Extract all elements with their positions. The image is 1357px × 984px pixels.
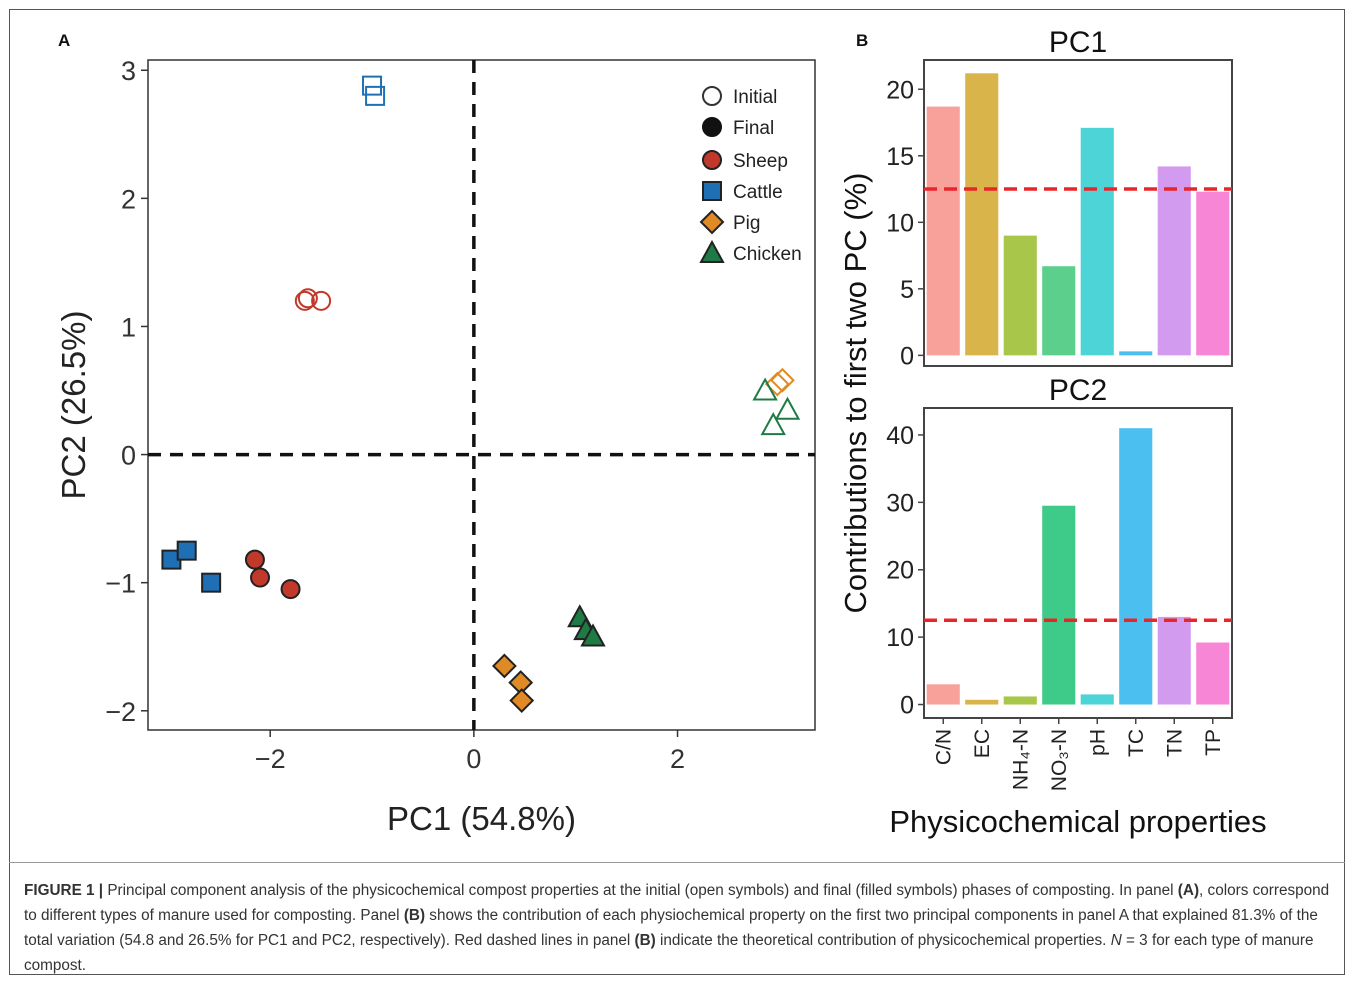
bar-tc: [1119, 428, 1153, 705]
bar-non: [1042, 266, 1076, 356]
figure-caption: FIGURE 1 | Principal component analysis …: [24, 878, 1334, 978]
caption-ref-a: (A): [1177, 882, 1200, 899]
data-point-pig-initial: [764, 371, 790, 397]
x-tick-label: EC: [971, 729, 994, 758]
y-tick-label: 20: [886, 557, 914, 585]
data-point-chicken-initial: [752, 377, 778, 401]
data-point-sheep-final: [244, 549, 265, 570]
legend-swatch: [699, 239, 725, 263]
y-tick-label: 40: [886, 422, 914, 450]
caption-divider: [9, 862, 1345, 863]
y-tick-label: −2: [105, 697, 136, 727]
data-point-chicken-initial: [774, 396, 801, 420]
bar-tp: [1196, 191, 1230, 356]
x-tick-label: pH: [1086, 729, 1109, 756]
y-tick-label: 2: [121, 184, 136, 214]
bar-nhn: [1003, 235, 1037, 356]
data-point-sheep-final: [250, 567, 271, 588]
plot-area-border: [147, 59, 816, 731]
y-tick-label: 15: [886, 143, 914, 171]
chart-title: PC1: [1049, 26, 1107, 59]
bar-tp: [1196, 642, 1230, 705]
y-tick-label: −1: [105, 569, 136, 599]
caption-figure-label: FIGURE 1 |: [24, 882, 104, 899]
legend-swatch: [702, 86, 722, 106]
y-tick-label: 20: [886, 76, 914, 104]
pca-scatter-plot: −2 0 2 3 2 1 0 −1 −2 PC1 (54.8%) PC2 (26.5%) Initia…: [55, 56, 816, 837]
legend-label: Sheep: [733, 151, 788, 172]
data-point-pig-final: [509, 688, 535, 713]
pc1-contribution-chart: PC1 0 5 10 15 20: [886, 26, 1233, 370]
figure-frame: [9, 9, 1345, 975]
x-tick-label: TN: [1163, 729, 1186, 757]
legend-label: Chicken: [733, 244, 802, 265]
panel-b-label: B: [856, 31, 868, 50]
data-point-sheep-final: [280, 579, 301, 600]
legend-swatch: [702, 181, 722, 201]
x-tick-label: C/N: [932, 729, 955, 765]
panel-b-y-axis-label: Contributions to first two PC (%): [838, 172, 873, 613]
x-tick-label: TP: [1202, 729, 1225, 756]
data-point-pig-final: [491, 653, 517, 679]
data-point-cattle-final: [176, 540, 197, 561]
y-tick-label: 0: [900, 692, 914, 720]
data-point-cattle-initial: [362, 75, 383, 96]
x-tick-label: 0: [466, 744, 481, 774]
x-tick-label: 2: [670, 744, 685, 774]
data-point-cattle-final: [201, 572, 222, 593]
bar-nhn: [1003, 696, 1037, 705]
legend-label: Final: [733, 118, 774, 139]
legend-label: Pig: [733, 213, 760, 234]
data-point-sheep-initial: [294, 290, 315, 311]
bar-tn: [1157, 616, 1191, 705]
bar-non: [1042, 505, 1076, 705]
x-axis-label: PC1 (54.8%): [387, 800, 576, 837]
y-tick-label: 30: [886, 489, 914, 517]
bar-ec: [965, 699, 999, 705]
caption-text-1: Principal component analysis of the phys…: [103, 882, 1178, 899]
bar-cn: [926, 106, 960, 356]
y-tick-label: 3: [121, 56, 136, 86]
data-point-sheep-initial: [297, 288, 318, 309]
legend-swatch: [699, 209, 725, 235]
pc2-contribution-chart: PC2 0 10 20 30 40 C/N EC NH₄-N NO₃-N pH TC TN TP: [886, 374, 1233, 791]
bar-tn: [1157, 166, 1191, 356]
bar-ph: [1080, 694, 1114, 705]
data-point-sheep-initial: [311, 290, 332, 311]
panel-a-label: A: [58, 31, 70, 50]
caption-ref-b: (B): [634, 932, 656, 949]
caption-ref-b: (B): [403, 907, 426, 924]
x-tick-label: NO₃-N: [1048, 729, 1071, 791]
caption-text-5: = 3 for each type of manure compost.: [24, 932, 1314, 974]
data-point-chicken-initial: [760, 412, 786, 436]
bar-ph: [1080, 127, 1114, 356]
panel-b-x-axis-label: Physicochemical properties: [889, 804, 1266, 839]
caption-text-2: , colors correspond to different types o…: [24, 882, 1330, 924]
y-tick-label: 10: [886, 209, 914, 237]
legend-swatch: [702, 117, 722, 137]
data-point-pig-initial: [769, 367, 795, 393]
y-tick-label: 10: [886, 624, 914, 652]
data-point-cattle-initial: [365, 85, 386, 106]
y-tick-label: 1: [121, 312, 136, 342]
bar-tc: [1119, 351, 1153, 356]
legend-label: Cattle: [733, 182, 783, 203]
caption-n-symbol: N: [1110, 932, 1122, 949]
legend-label: Initial: [733, 87, 777, 108]
y-tick-label: 0: [900, 342, 914, 370]
y-tick-label: 0: [121, 441, 136, 471]
caption-text-3: shows the contribution of each physioche…: [24, 907, 1318, 949]
x-tick-label: −2: [255, 744, 286, 774]
x-tick-label: NH₄-N: [1009, 729, 1032, 790]
x-tick-label: TC: [1125, 729, 1148, 757]
chart-title: PC2: [1049, 374, 1107, 407]
y-axis-label: PC2 (26.5%): [55, 311, 92, 500]
legend-swatch: [702, 150, 722, 170]
data-point-chicken-final: [580, 623, 606, 647]
bar-cn: [926, 684, 960, 705]
caption-text-4: indicate the theoretical contribution of…: [655, 932, 1111, 949]
y-tick-label: 5: [900, 276, 914, 304]
bar-ec: [965, 73, 999, 356]
